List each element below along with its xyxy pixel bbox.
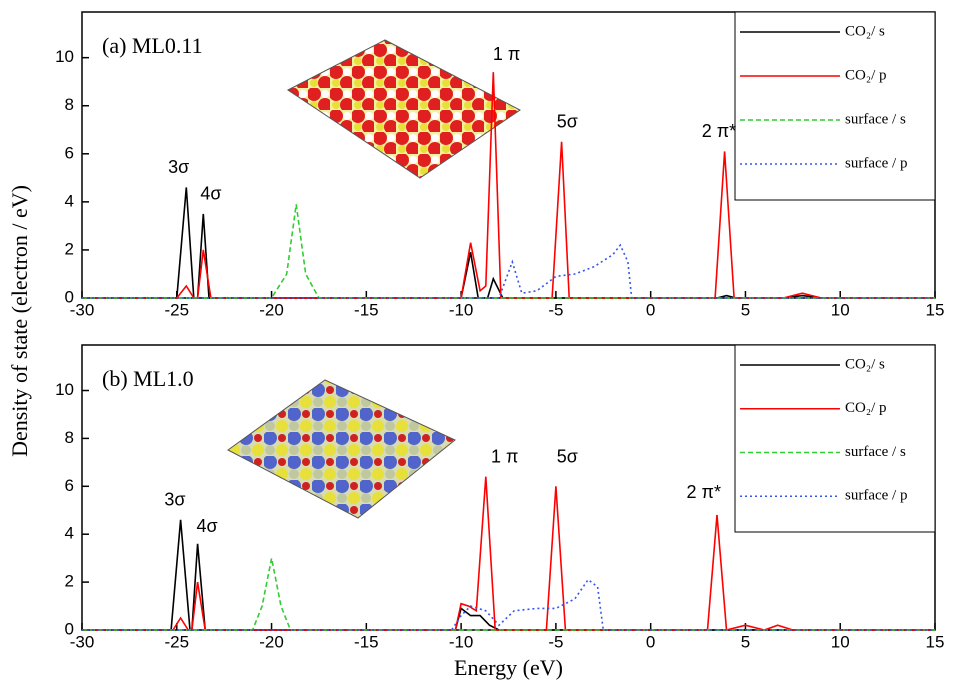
x-tick-label: -10 [449, 300, 474, 319]
y-tick-label: 6 [65, 476, 74, 495]
x-tick-label: -25 [164, 300, 189, 319]
x-tick-label: -10 [449, 632, 474, 651]
series-line [82, 580, 935, 630]
y-tick-label: 0 [65, 619, 74, 638]
x-tick-label: 10 [831, 300, 850, 319]
x-tick-label: -20 [259, 632, 284, 651]
peak-label: 5σ [557, 446, 578, 466]
inset-structure [288, 40, 520, 178]
legend-label: CO₂/ s [845, 23, 885, 39]
series-line [82, 204, 935, 298]
series-line [82, 558, 935, 630]
x-tick-label: -25 [164, 632, 189, 651]
y-tick-label: 10 [55, 380, 74, 399]
y-tick-label: 0 [65, 287, 74, 306]
peak-label: 4σ [200, 183, 221, 203]
panel-label: (a) ML0.11 [102, 33, 203, 58]
peak-label: 5σ [557, 111, 578, 131]
peak-label: 3σ [168, 157, 189, 177]
y-tick-label: 2 [65, 572, 74, 591]
peak-label: 1 π [491, 446, 518, 466]
series-line [82, 520, 935, 630]
panel-label: (b) ML1.0 [102, 366, 194, 391]
y-tick-label: 8 [65, 95, 74, 114]
x-tick-label: 10 [831, 632, 850, 651]
legend-box [735, 12, 935, 200]
y-tick-label: 2 [65, 239, 74, 258]
x-tick-label: -15 [354, 300, 379, 319]
x-tick-label: 0 [646, 632, 655, 651]
legend-label: CO₂/ p [845, 67, 886, 83]
legend-label: surface / s [845, 111, 906, 127]
x-tick-label: 5 [741, 300, 750, 319]
y-axis-label: Density of state (electron / eV) [7, 185, 32, 457]
legend-label: surface / s [845, 444, 906, 460]
series-line [82, 187, 935, 298]
inset-structure [228, 380, 455, 518]
x-tick-label: -5 [548, 300, 563, 319]
peak-label: 1 π [493, 44, 520, 64]
legend-label: surface / p [845, 488, 907, 504]
y-tick-label: 6 [65, 143, 74, 162]
y-tick-label: 4 [65, 191, 74, 210]
y-tick-label: 8 [65, 428, 74, 447]
x-tick-label: -5 [548, 632, 563, 651]
x-tick-label: -15 [354, 632, 379, 651]
legend-label: surface / p [845, 155, 907, 171]
peak-label: 2 π* [702, 121, 736, 141]
peak-label: 2 π* [687, 482, 721, 502]
x-tick-label: -20 [259, 300, 284, 319]
peak-label: 4σ [197, 516, 218, 536]
peak-label: 3σ [164, 489, 185, 509]
y-tick-label: 4 [65, 524, 74, 543]
legend-box [735, 345, 935, 532]
x-tick-label: 15 [926, 300, 945, 319]
legend-label: CO₂/ p [845, 400, 886, 416]
x-tick-label: 15 [926, 632, 945, 651]
legend-label: CO₂/ s [845, 356, 885, 372]
figure: -30-25-20-15-10-50510150246810CO₂/ sCO₂/… [0, 0, 961, 689]
x-axis-label: Energy (eV) [454, 655, 563, 680]
x-tick-label: 0 [646, 300, 655, 319]
x-tick-label: 5 [741, 632, 750, 651]
y-tick-label: 10 [55, 47, 74, 66]
